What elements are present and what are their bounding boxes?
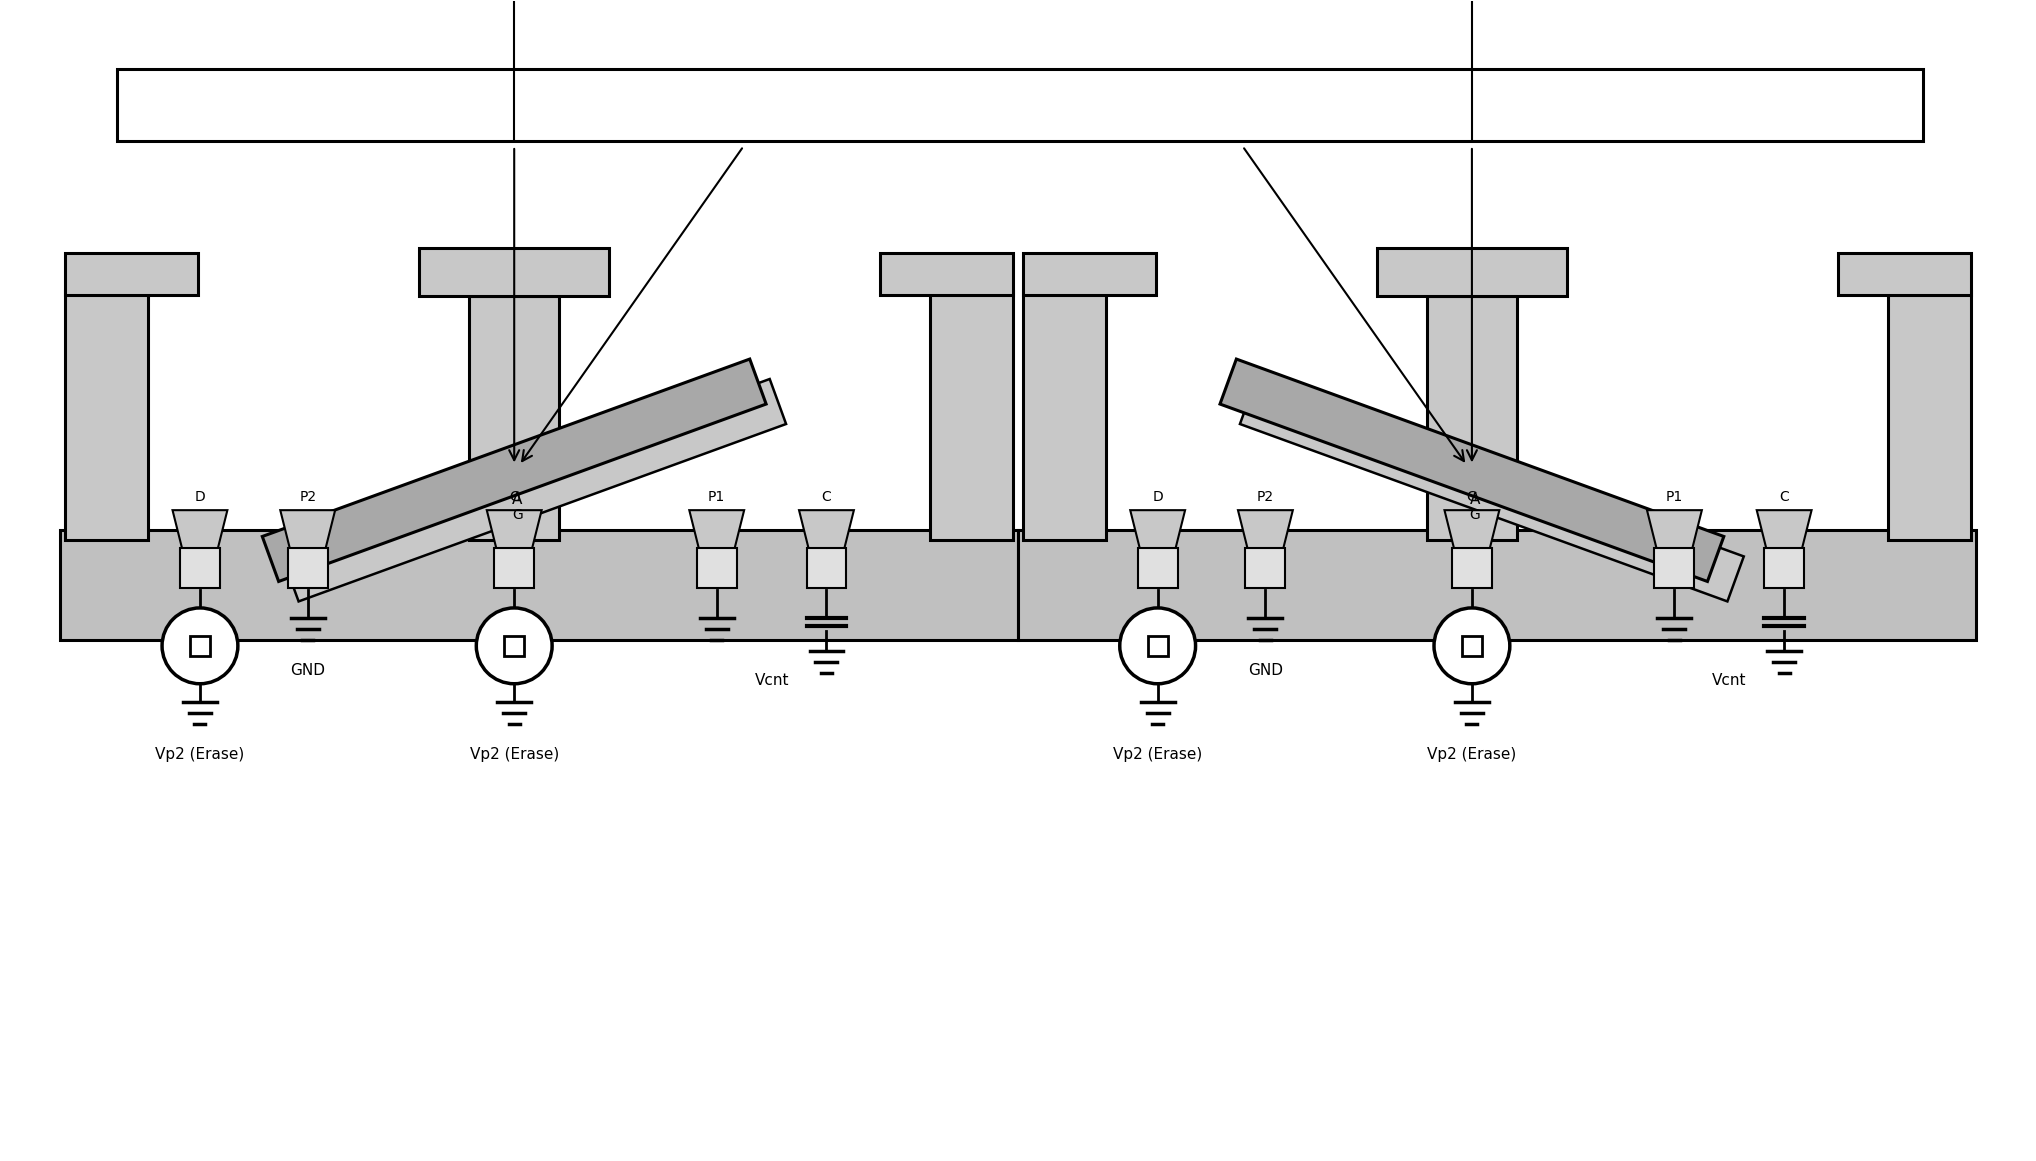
Text: GND: GND (291, 663, 326, 678)
Polygon shape (1220, 359, 1724, 582)
Bar (1887, 290, 1971, 540)
Bar (118, 70, 1922, 140)
Bar (189, 636, 210, 656)
Text: G: G (511, 509, 523, 522)
Bar (61, 531, 1018, 640)
Text: D: D (195, 490, 206, 504)
Polygon shape (798, 510, 853, 548)
Text: Vp2 (Erase): Vp2 (Erase) (1114, 747, 1203, 762)
Bar (1148, 636, 1167, 656)
Circle shape (476, 608, 552, 684)
Bar (806, 548, 847, 587)
Polygon shape (487, 510, 542, 548)
Text: Vp2 (Erase): Vp2 (Erase) (1427, 747, 1517, 762)
Bar (505, 636, 523, 656)
Polygon shape (263, 359, 766, 582)
Circle shape (1120, 608, 1195, 684)
Polygon shape (173, 510, 228, 548)
Text: A: A (511, 492, 523, 507)
Bar (1246, 548, 1285, 587)
Text: P1: P1 (1665, 490, 1684, 504)
Bar (880, 253, 1014, 295)
Bar (65, 290, 149, 540)
Text: C: C (1779, 490, 1790, 504)
Bar (1765, 548, 1804, 587)
Text: P1: P1 (709, 490, 725, 504)
Bar (65, 253, 197, 295)
Text: D: D (1152, 490, 1163, 504)
Circle shape (1433, 608, 1511, 684)
Text: Vcnt: Vcnt (1712, 672, 1747, 687)
Bar (1462, 636, 1482, 656)
Polygon shape (690, 510, 743, 548)
Polygon shape (281, 510, 336, 548)
Text: Vp2 (Erase): Vp2 (Erase) (155, 747, 244, 762)
Text: Vp2 (Erase): Vp2 (Erase) (470, 747, 558, 762)
Text: Vcnt: Vcnt (755, 672, 790, 687)
Text: P2: P2 (299, 490, 316, 504)
Bar (470, 296, 560, 540)
Bar (1022, 253, 1156, 295)
Bar (1376, 247, 1566, 296)
Polygon shape (283, 378, 786, 601)
Bar (419, 247, 609, 296)
Polygon shape (1647, 510, 1702, 548)
Bar (1022, 290, 1106, 540)
Bar (696, 548, 737, 587)
Text: P2: P2 (1256, 490, 1275, 504)
Text: GND: GND (1248, 663, 1283, 678)
Bar (1018, 531, 1975, 640)
Polygon shape (1444, 510, 1498, 548)
Bar (179, 548, 220, 587)
Bar (1138, 548, 1177, 587)
Bar (1452, 548, 1492, 587)
Polygon shape (1240, 378, 1743, 601)
Bar (930, 290, 1014, 540)
Bar (1655, 548, 1694, 587)
Polygon shape (1757, 510, 1812, 548)
Text: G: G (509, 490, 519, 504)
Text: A: A (1470, 492, 1480, 507)
Text: C: C (823, 490, 831, 504)
Bar (1427, 296, 1517, 540)
Polygon shape (1238, 510, 1293, 548)
Text: G: G (1466, 490, 1478, 504)
Bar (1839, 253, 1971, 295)
Circle shape (163, 608, 238, 684)
Bar (495, 548, 533, 587)
Bar (287, 548, 328, 587)
Text: G: G (1470, 509, 1480, 522)
Polygon shape (1130, 510, 1185, 548)
